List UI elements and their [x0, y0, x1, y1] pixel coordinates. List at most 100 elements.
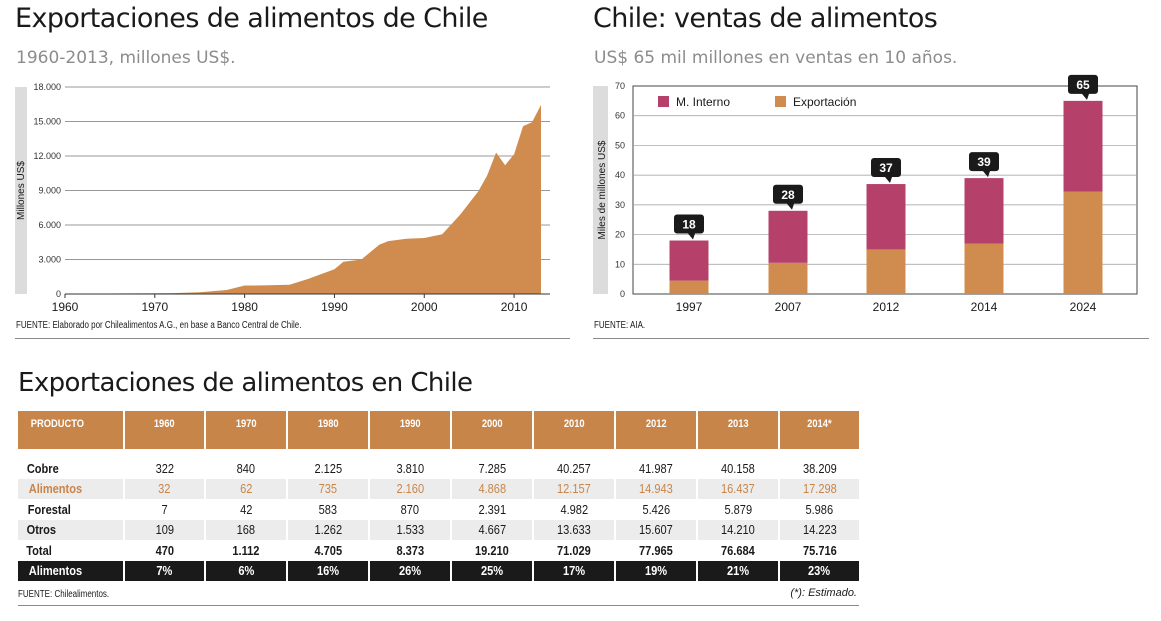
- value-cell: 19.210: [452, 540, 534, 561]
- x-tick-label: 2010: [501, 300, 528, 314]
- value-cell: 7%: [125, 560, 206, 581]
- value-cell: 14.223: [780, 519, 859, 540]
- value-cell: 19%: [616, 560, 698, 581]
- row-label: Alimentos: [28, 481, 83, 497]
- total-callout: [1068, 74, 1098, 100]
- y-tick-label: 50: [615, 140, 625, 150]
- header-label: 2013: [727, 418, 749, 430]
- value-cell: 16%: [288, 560, 370, 581]
- header-label: 2010: [563, 418, 585, 430]
- bar-segment-exportacion: [1063, 191, 1103, 294]
- header-cell-1960: 1960: [125, 411, 206, 449]
- bar-segment-exportacion: [866, 249, 906, 294]
- cell-value: 1.112: [232, 542, 260, 558]
- cell-value: 15.607: [639, 522, 673, 538]
- right-chart-subtitle: US$ 65 mil millones en ventas en 10 años…: [594, 48, 958, 68]
- row-label-cell: Otros: [18, 519, 125, 540]
- y-tick-label: 70: [615, 81, 625, 91]
- cell-value: 21%: [726, 563, 750, 579]
- value-cell: 77.965: [616, 540, 698, 561]
- value-cell: 75.716: [780, 540, 859, 561]
- value-cell: 62: [206, 478, 288, 499]
- header-cell-2012: 2012: [616, 411, 698, 449]
- cell-value: 32: [158, 481, 171, 497]
- value-cell: 71.029: [534, 540, 616, 561]
- value-cell: 12.157: [534, 478, 616, 499]
- value-cell: 1.533: [370, 519, 452, 540]
- row-label: Total: [26, 542, 52, 558]
- exports-table: PRODUCTO 1960 1970 1980 1990 2000 2010 2…: [18, 411, 859, 581]
- value-cell: 42: [206, 499, 288, 520]
- value-cell: 40.158: [698, 458, 780, 479]
- row-label: Forestal: [27, 501, 71, 517]
- header-label: 1990: [399, 418, 421, 430]
- y-tick-label: 15.000: [33, 117, 61, 127]
- y-tick-label: 0: [56, 289, 61, 299]
- value-cell: 8.373: [370, 540, 452, 561]
- value-cell: 1.112: [206, 540, 288, 561]
- y-axis-label: Millones US$: [16, 161, 27, 220]
- cell-value: 109: [155, 522, 174, 538]
- legend-swatch: [775, 96, 786, 107]
- header-cell-1980: 1980: [288, 411, 370, 449]
- table-row: Alimentos 7% 6% 16% 26% 25% 17% 19% 21% 23%: [18, 560, 859, 581]
- row-label-cell: Cobre: [18, 458, 125, 479]
- value-cell: 21%: [698, 560, 780, 581]
- value-cell: 2.391: [452, 499, 534, 520]
- value-cell: 40.257: [534, 458, 616, 479]
- cell-value: 6%: [238, 563, 254, 579]
- header-label: PRODUCTO: [30, 418, 85, 430]
- legend-swatch: [658, 96, 669, 107]
- total-callout: [674, 214, 704, 240]
- total-label: 37: [879, 161, 893, 175]
- value-cell: 5.986: [780, 499, 859, 520]
- bar-segment-interno: [768, 210, 808, 263]
- value-cell: 168: [206, 519, 288, 540]
- header-cell-2010: 2010: [534, 411, 616, 449]
- cell-value: 7: [161, 501, 168, 517]
- right-chart-title: Chile: ventas de alimentos: [593, 3, 938, 34]
- y-tick-label: 18.000: [33, 82, 61, 92]
- value-cell: 41.987: [616, 458, 698, 479]
- row-label: Cobre: [26, 460, 59, 476]
- bar-segment-interno: [669, 240, 709, 281]
- cell-value: 12.157: [557, 481, 591, 497]
- header-cell-producto: PRODUCTO: [18, 411, 125, 449]
- bar-segment-exportacion: [669, 280, 709, 294]
- value-cell: 4.868: [452, 478, 534, 499]
- header-label: 2014*: [807, 418, 832, 430]
- cell-value: 75.716: [802, 542, 837, 558]
- cell-value: 1.262: [314, 522, 342, 538]
- value-cell: 3.810: [370, 458, 452, 479]
- value-cell: 4.667: [452, 519, 534, 540]
- cell-value: 38.209: [802, 460, 837, 476]
- y-tick-label: 6.000: [38, 220, 61, 230]
- cell-value: 4.705: [314, 542, 342, 558]
- table-row: Cobre 322 840 2.125 3.810 7.285 40.257 41.987 40…: [18, 458, 859, 479]
- value-cell: 840: [206, 458, 288, 479]
- bar-segment-interno: [1063, 100, 1103, 192]
- cell-value: 7%: [156, 563, 173, 579]
- value-cell: 76.684: [698, 540, 780, 561]
- cell-value: 17%: [562, 563, 586, 579]
- bar-segment-exportacion: [964, 243, 1004, 294]
- total-callout: [871, 158, 901, 184]
- value-cell: 870: [370, 499, 452, 520]
- cell-value: 735: [318, 481, 338, 497]
- value-cell: 26%: [370, 560, 452, 581]
- value-cell: 2.160: [370, 478, 452, 499]
- bar-segment-exportacion: [768, 262, 808, 294]
- cell-value: 470: [155, 542, 174, 558]
- table-body: Cobre 322 840 2.125 3.810 7.285 40.257 41.987 40…: [18, 449, 859, 581]
- cell-value: 2.125: [314, 460, 342, 476]
- row-label-cell: Alimentos: [18, 560, 125, 581]
- cell-value: 25%: [480, 563, 504, 579]
- value-cell: 32: [125, 478, 206, 499]
- header-label: 2000: [481, 418, 503, 430]
- row-label: Alimentos: [28, 563, 83, 579]
- row-label: Otros: [26, 522, 57, 538]
- y-tick-label: 0: [620, 289, 625, 299]
- cell-value: 14.223: [802, 522, 837, 538]
- cell-value: 19%: [644, 563, 668, 579]
- y-tick-label: 3.000: [38, 255, 61, 265]
